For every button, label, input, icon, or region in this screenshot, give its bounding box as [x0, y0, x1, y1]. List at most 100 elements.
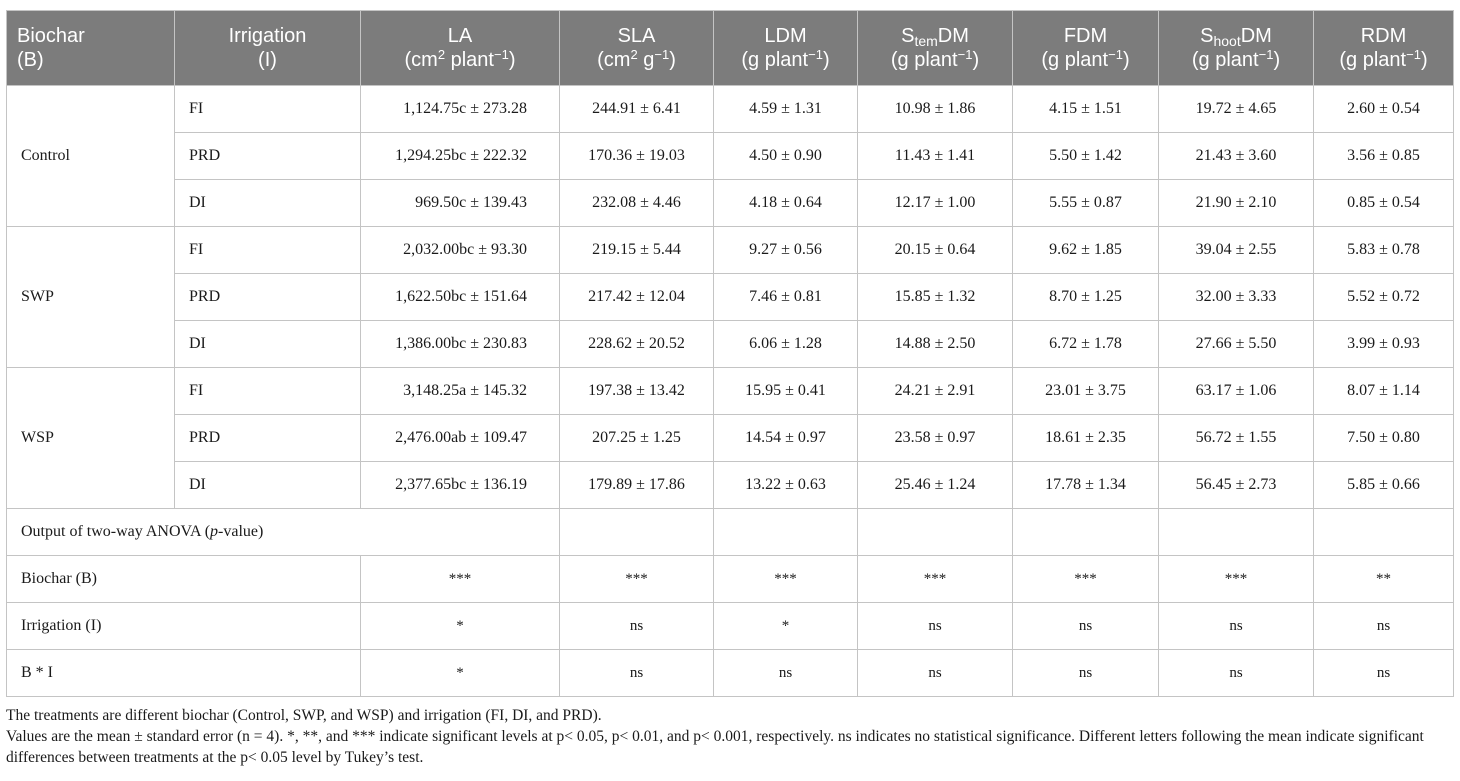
sla-cell: 197.38 ± 13.42: [559, 367, 714, 415]
irrigation-cell: PRD: [174, 414, 361, 462]
empty-cell: [1158, 508, 1314, 556]
anova-value: ns: [1012, 602, 1159, 650]
shootdm-cell: 56.45 ± 2.73: [1158, 461, 1314, 509]
header-shootdm: ShootDM (g plant−1): [1158, 10, 1314, 86]
table-row: Control FI 1,124.75c ± 273.28 244.91 ± 6…: [6, 85, 1454, 227]
irrigation-cell: PRD: [174, 273, 361, 321]
shootdm-cell: 19.72 ± 4.65: [1158, 85, 1314, 133]
stemdm-cell: 12.17 ± 1.00: [857, 179, 1013, 227]
rdm-cell: 8.07 ± 1.14: [1313, 367, 1454, 415]
la-cell: 1,294.25bc ± 222.32: [360, 132, 560, 180]
fdm-cell: 6.72 ± 1.78: [1012, 320, 1159, 368]
stemdm-cell: 20.15 ± 0.64: [857, 226, 1013, 274]
anova-value: ***: [360, 555, 560, 603]
header-fdm: FDM (g plant−1): [1012, 10, 1159, 86]
anova-value: ***: [1158, 555, 1314, 603]
table-row: DI 2,377.65bc ± 136.19 179.89 ± 17.86 13…: [7, 461, 1454, 509]
fdm-cell: 23.01 ± 3.75: [1012, 367, 1159, 415]
anova-value: ns: [857, 649, 1013, 697]
irrigation-cell: FI: [174, 367, 361, 415]
header-biochar: Biochar (B): [6, 10, 175, 86]
fdm-cell: 4.15 ± 1.51: [1012, 85, 1159, 133]
anova-label: B * I: [6, 649, 361, 697]
la-cell: 3,148.25a ± 145.32: [360, 367, 560, 415]
header-la: LA (cm2 plant−1): [360, 10, 560, 86]
rdm-cell: 5.83 ± 0.78: [1313, 226, 1454, 274]
anova-value: ***: [559, 555, 714, 603]
la-cell: 2,476.00ab ± 109.47: [360, 414, 560, 462]
sla-cell: 232.08 ± 4.46: [559, 179, 714, 227]
table-body: Control FI 1,124.75c ± 273.28 244.91 ± 6…: [6, 85, 1454, 697]
fdm-cell: 9.62 ± 1.85: [1012, 226, 1159, 274]
anova-row: B * I * ns ns ns ns ns ns: [6, 649, 1454, 697]
biochar-cell: WSP: [6, 367, 175, 509]
la-cell: 2,377.65bc ± 136.19: [360, 461, 560, 509]
stemdm-cell: 11.43 ± 1.41: [857, 132, 1013, 180]
anova-value: *: [360, 649, 560, 697]
rdm-cell: 3.56 ± 0.85: [1313, 132, 1454, 180]
ldm-cell: 15.95 ± 0.41: [713, 367, 858, 415]
shootdm-cell: 21.43 ± 3.60: [1158, 132, 1314, 180]
la-cell: 1,124.75c ± 273.28: [360, 85, 560, 133]
sla-cell: 179.89 ± 17.86: [559, 461, 714, 509]
anova-value: ns: [1158, 602, 1314, 650]
irrigation-cell: DI: [174, 461, 361, 509]
ldm-cell: 7.46 ± 0.81: [713, 273, 858, 321]
anova-value: ns: [857, 602, 1013, 650]
shootdm-cell: 63.17 ± 1.06: [1158, 367, 1314, 415]
anova-label: Irrigation (I): [6, 602, 361, 650]
header-sla: SLA (cm2 g−1): [559, 10, 714, 86]
anova-value: ***: [1012, 555, 1159, 603]
stemdm-cell: 24.21 ± 2.91: [857, 367, 1013, 415]
sla-cell: 170.36 ± 19.03: [559, 132, 714, 180]
anova-value: ns: [559, 602, 714, 650]
anova-value: ***: [713, 555, 858, 603]
rdm-cell: 5.85 ± 0.66: [1313, 461, 1454, 509]
ldm-cell: 4.50 ± 0.90: [713, 132, 858, 180]
ldm-cell: 4.18 ± 0.64: [713, 179, 858, 227]
la-cell: 969.50c ± 139.43: [360, 179, 560, 227]
table-row: PRD 1,294.25bc ± 222.32 170.36 ± 19.03 4…: [7, 132, 1454, 180]
anova-value: ***: [857, 555, 1013, 603]
anova-value: *: [360, 602, 560, 650]
anova-value: **: [1313, 555, 1454, 603]
empty-cell: [559, 508, 714, 556]
empty-cell: [713, 508, 858, 556]
table-header: Biochar (B) Irrigation (I) LA (cm2 plant−1)…: [6, 10, 1454, 86]
anova-value: ns: [1313, 602, 1454, 650]
header-irrigation: Irrigation (I): [174, 10, 361, 86]
footnote-statistics: Values are the mean ± standard error (n …: [6, 728, 1424, 766]
stemdm-cell: 14.88 ± 2.50: [857, 320, 1013, 368]
la-cell: 1,386.00bc ± 230.83: [360, 320, 560, 368]
empty-cell: [1313, 508, 1454, 556]
table-footnotes: The treatments are different biochar (Co…: [6, 705, 1453, 768]
ldm-cell: 13.22 ± 0.63: [713, 461, 858, 509]
table-row: DI 1,386.00bc ± 230.83 228.62 ± 20.52 6.…: [7, 320, 1454, 368]
anova-title: Output of two-way ANOVA (p-value): [6, 508, 560, 556]
shootdm-cell: 21.90 ± 2.10: [1158, 179, 1314, 227]
biochar-cell: SWP: [6, 226, 175, 368]
anova-value: *: [713, 602, 858, 650]
anova-value: ns: [1158, 649, 1314, 697]
irrigation-cell: DI: [174, 320, 361, 368]
table-row: SWP FI 2,032.00bc ± 93.30 219.15 ± 5.44 …: [6, 226, 1454, 368]
anova-value: ns: [1012, 649, 1159, 697]
rdm-cell: 2.60 ± 0.54: [1313, 85, 1454, 133]
rdm-cell: 3.99 ± 0.93: [1313, 320, 1454, 368]
anova-title-row: Output of two-way ANOVA (p-value): [6, 508, 1454, 556]
stemdm-cell: 23.58 ± 0.97: [857, 414, 1013, 462]
table-row: PRD 2,476.00ab ± 109.47 207.25 ± 1.25 14…: [7, 414, 1454, 462]
header-ldm: LDM (g plant−1): [713, 10, 858, 86]
anova-row: Irrigation (I) * ns * ns ns ns ns: [6, 602, 1454, 650]
irrigation-cell: PRD: [174, 132, 361, 180]
rdm-cell: 0.85 ± 0.54: [1313, 179, 1454, 227]
anova-label: Biochar (B): [6, 555, 361, 603]
sla-cell: 207.25 ± 1.25: [559, 414, 714, 462]
irrigation-cell: DI: [174, 179, 361, 227]
irrigation-cell: FI: [174, 85, 361, 133]
anova-row: Biochar (B) *** *** *** *** *** *** **: [6, 555, 1454, 603]
header-rdm: RDM (g plant−1): [1313, 10, 1454, 86]
anova-value: ns: [713, 649, 858, 697]
sla-cell: 217.42 ± 12.04: [559, 273, 714, 321]
rdm-cell: 7.50 ± 0.80: [1313, 414, 1454, 462]
